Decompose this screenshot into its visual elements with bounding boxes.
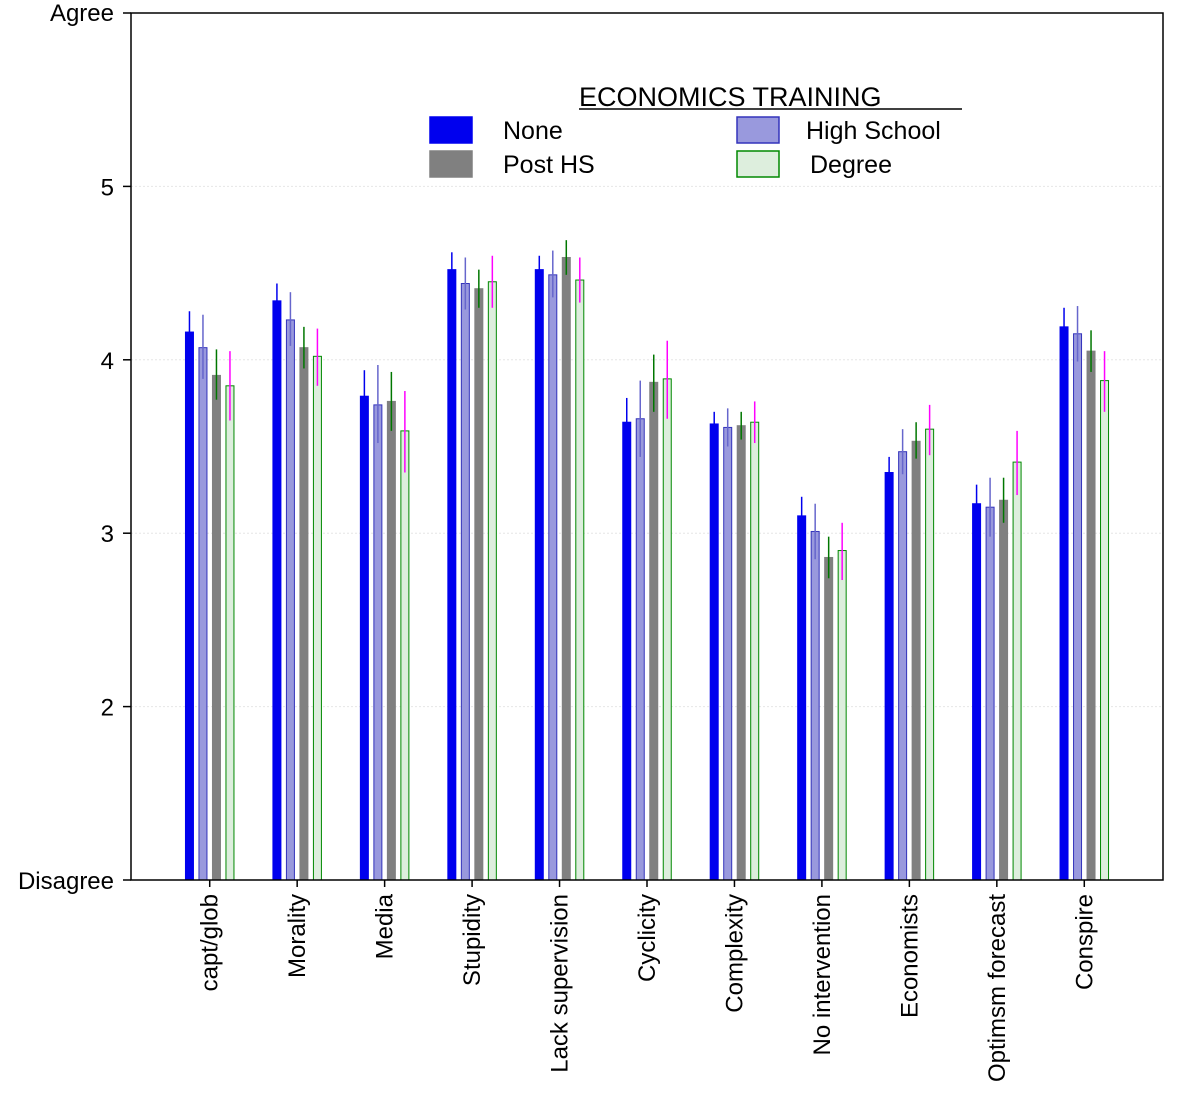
bar xyxy=(447,269,457,881)
bar xyxy=(184,331,194,881)
bar-marks xyxy=(184,256,1110,881)
bar xyxy=(1100,380,1110,881)
bar xyxy=(723,426,733,881)
bar xyxy=(925,428,935,881)
legend-label: High School xyxy=(806,117,941,145)
grid-lines xyxy=(131,185,1163,708)
x-tick-label: Conspire xyxy=(1071,894,1098,990)
x-tick-label: Media xyxy=(372,893,399,959)
bar xyxy=(622,421,632,881)
bar xyxy=(359,395,369,881)
bar xyxy=(709,423,719,881)
x-axis: capt/glob Morality Media Stupidity Lack supe… xyxy=(197,880,1098,1082)
bar xyxy=(575,279,585,881)
bar xyxy=(548,274,558,881)
bar xyxy=(837,550,847,881)
bar xyxy=(985,506,995,881)
bar xyxy=(972,503,982,881)
bar xyxy=(225,385,235,881)
y-tick-label: 3 xyxy=(101,521,114,548)
bar xyxy=(386,400,396,881)
legend-swatch xyxy=(429,150,473,178)
bar xyxy=(999,499,1009,881)
x-tick-label: Stupidity xyxy=(459,894,486,986)
legend-swatch xyxy=(429,116,473,144)
bar xyxy=(198,347,208,881)
bar xyxy=(662,378,672,881)
legend-swatch xyxy=(736,116,780,144)
x-tick-label: capt/glob xyxy=(197,894,224,991)
x-tick-label: Optimsm forecast xyxy=(984,894,1011,1082)
bar xyxy=(884,472,894,881)
bar xyxy=(736,425,746,881)
bar xyxy=(285,319,295,881)
y-axis: 2 3 4 5 Agree Disagree xyxy=(18,0,131,895)
bar xyxy=(534,269,544,881)
x-tick-label: Lack supervision xyxy=(547,894,574,1073)
legend-swatch xyxy=(736,150,780,178)
bar xyxy=(400,430,410,881)
error-bars xyxy=(188,240,1106,581)
bar xyxy=(487,281,497,881)
bar xyxy=(1086,350,1096,881)
plot-frame xyxy=(130,12,1164,881)
bar xyxy=(824,556,834,881)
x-tick-label: Cyclicity xyxy=(634,894,661,982)
y-tick-label: 4 xyxy=(101,348,114,375)
bar xyxy=(561,256,571,881)
bar xyxy=(1073,333,1083,881)
bar xyxy=(373,404,383,881)
legend-title: ECONOMICS TRAINING xyxy=(579,82,882,112)
legend-label: None xyxy=(503,117,563,145)
bar xyxy=(750,421,760,881)
bar xyxy=(299,347,309,881)
bar xyxy=(474,288,484,881)
bar xyxy=(635,418,645,881)
y-label-top: Agree xyxy=(50,0,114,27)
bar xyxy=(797,515,807,881)
legend-label: Post HS xyxy=(503,151,595,179)
bar xyxy=(911,440,921,881)
x-tick-label: Economists xyxy=(896,894,923,1018)
legend: ECONOMICS TRAINING None High School Post H… xyxy=(429,82,962,179)
bar xyxy=(649,381,659,881)
x-tick-label: Morality xyxy=(284,894,311,978)
bar xyxy=(1059,326,1069,881)
bar xyxy=(810,530,820,881)
bar xyxy=(1012,461,1022,881)
bar xyxy=(898,451,908,881)
y-tick-label: 5 xyxy=(101,174,114,201)
bar xyxy=(460,283,470,881)
legend-label: Degree xyxy=(810,151,892,179)
bar xyxy=(272,300,282,881)
y-label-bottom: Disagree xyxy=(18,868,114,895)
x-tick-label: Complexity xyxy=(721,894,748,1013)
bar xyxy=(312,355,322,881)
bar xyxy=(211,374,221,881)
x-tick-label: No intervention xyxy=(809,894,836,1055)
y-tick-label: 2 xyxy=(101,695,114,722)
